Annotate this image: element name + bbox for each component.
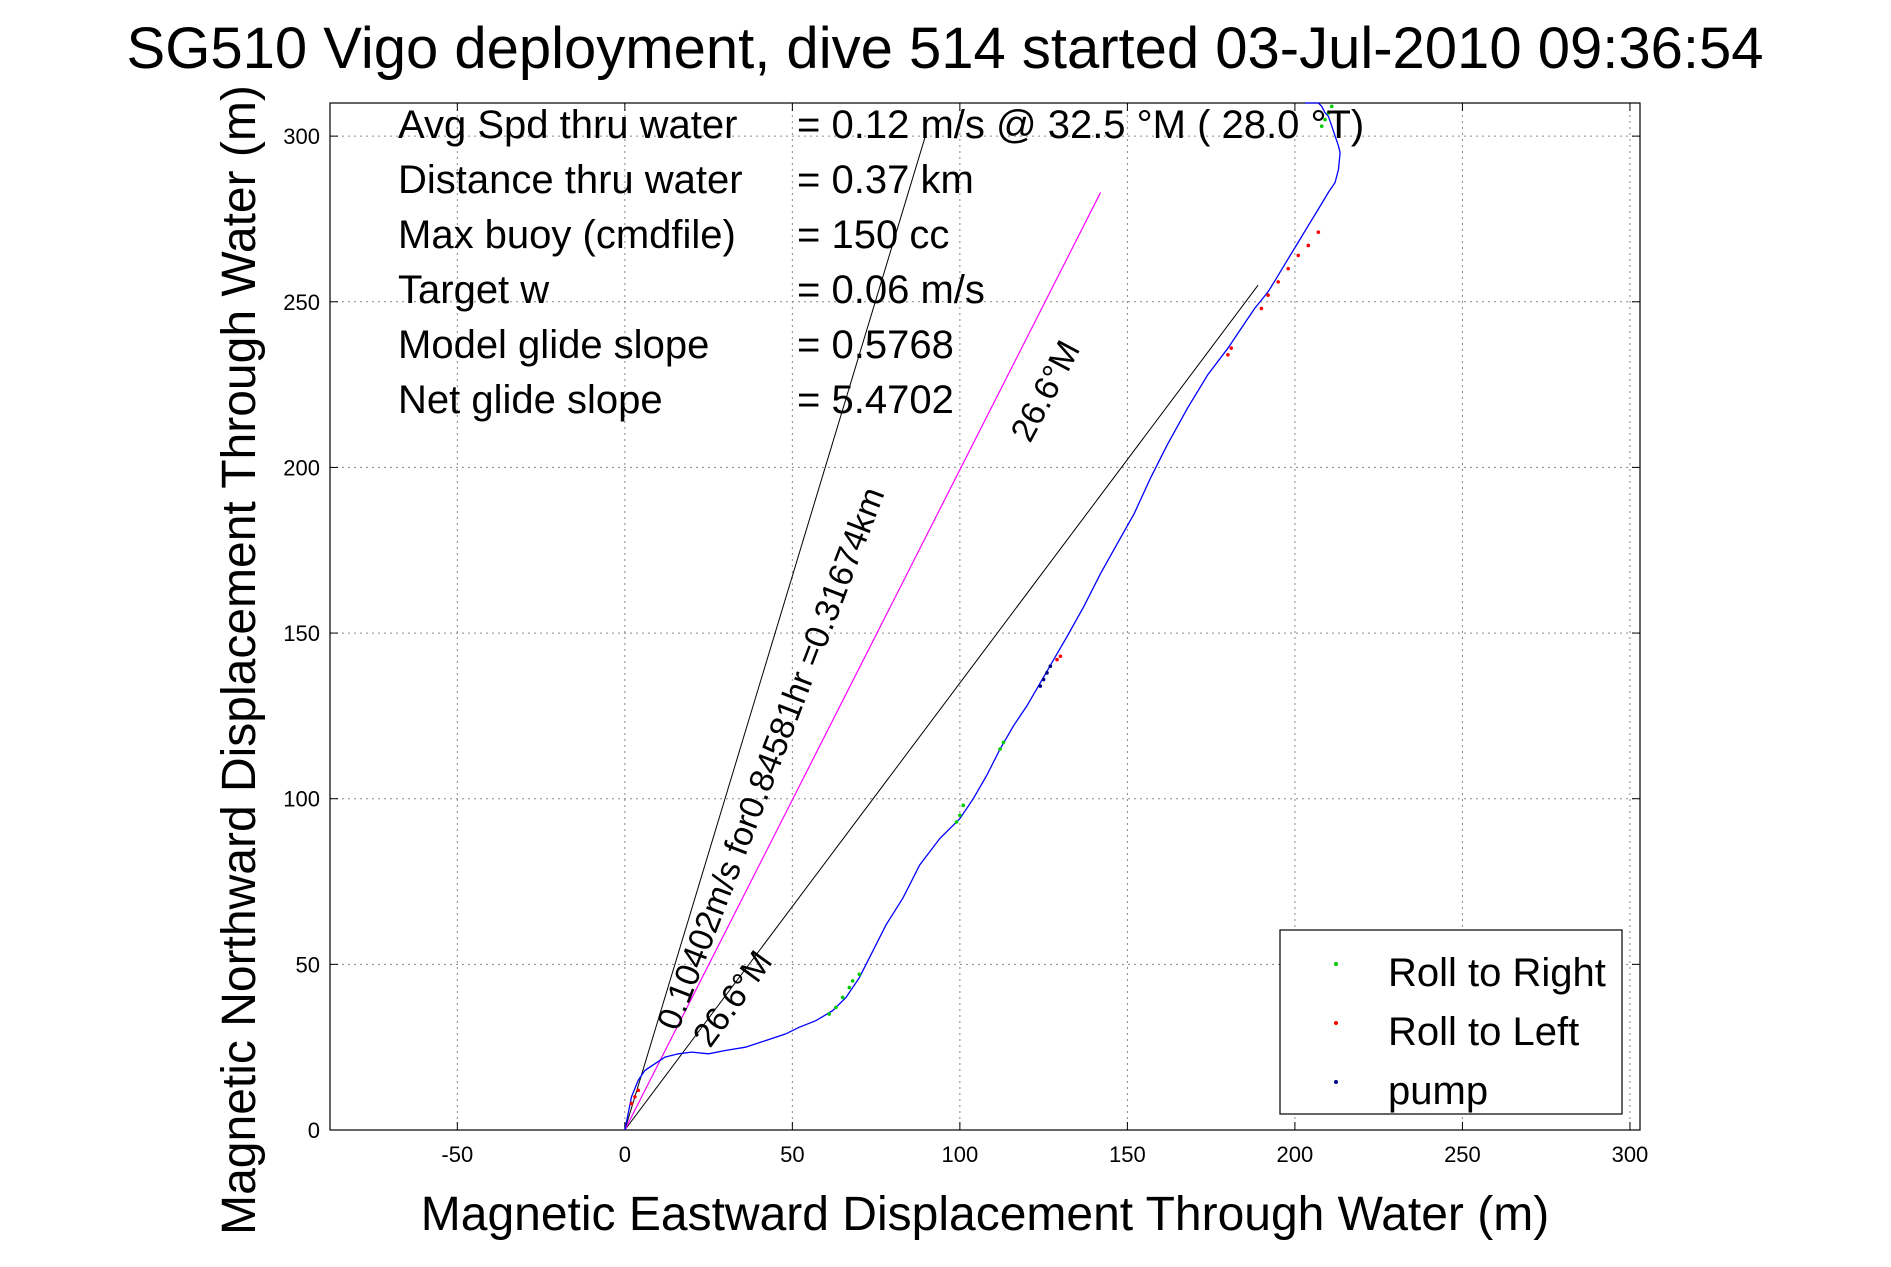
legend-label-roll-left: Roll to Left bbox=[1388, 1010, 1579, 1054]
heading-label-upper: 26.6°M bbox=[1004, 334, 1088, 447]
y-tick-label: 150 bbox=[283, 621, 320, 646]
ticks: -50 0 50 100 150 200 250 300 0 50 100 150 200 250 300 bbox=[283, 103, 1648, 1167]
point-roll-to-right bbox=[850, 979, 855, 983]
point-roll-to-right bbox=[1319, 124, 1324, 128]
annotation-label-0: Avg Spd thru water bbox=[398, 103, 737, 147]
point-roll-to-left bbox=[1259, 306, 1264, 311]
annotation-label-2: Max buoy (cmdfile) bbox=[398, 213, 736, 257]
y-tick-label: 100 bbox=[283, 787, 320, 812]
point-roll-to-left bbox=[1266, 293, 1270, 297]
annotation-value-2: = 150 cc bbox=[797, 213, 949, 257]
x-axis-label: Magnetic Eastward Displacement Through W… bbox=[421, 1188, 1549, 1241]
plot-area-frame bbox=[329, 102, 1641, 1131]
annotation-value-4: = 0.5768 bbox=[797, 323, 954, 367]
point-roll-to-right bbox=[998, 747, 1002, 751]
annotation-value-1: = 0.37 km bbox=[797, 158, 974, 202]
x-tick-label: 100 bbox=[942, 1142, 979, 1167]
point-roll-to-right bbox=[827, 1012, 832, 1016]
annotations: Avg Spd thru water = 0.12 m/s @ 32.5 °M … bbox=[398, 103, 1364, 422]
point-roll-to-left bbox=[1316, 230, 1321, 235]
point-pump bbox=[1041, 677, 1046, 682]
y-tick-label: 50 bbox=[296, 952, 320, 977]
chart-marks bbox=[624, 102, 1341, 1131]
x-tick-label: 250 bbox=[1444, 1142, 1481, 1167]
x-tick-label: 0 bbox=[619, 1142, 631, 1167]
point-roll-to-left bbox=[1229, 346, 1234, 350]
point-roll-to-right bbox=[1323, 117, 1327, 122]
current-label: 0.10402m/s for0.84581hr =0.31674km bbox=[650, 482, 892, 1035]
point-roll-to-left bbox=[1286, 266, 1291, 271]
annotation-label-5: Net glide slope bbox=[398, 378, 663, 422]
point-roll-to-left bbox=[1306, 243, 1311, 248]
point-roll-to-left bbox=[633, 1095, 637, 1099]
y-tick-label: 0 bbox=[308, 1118, 320, 1143]
y-tick-label: 200 bbox=[283, 455, 320, 480]
legend-label-pump: pump bbox=[1388, 1069, 1488, 1113]
annotation-value-3: = 0.06 m/s bbox=[797, 268, 985, 312]
point-roll-to-right bbox=[834, 1005, 838, 1010]
current-line bbox=[624, 192, 1102, 1131]
point-roll-to-right bbox=[1329, 104, 1334, 109]
point-roll-to-left bbox=[1055, 657, 1059, 662]
annotation-value-5: = 5.4702 bbox=[797, 378, 954, 422]
point-roll-to-right bbox=[1326, 111, 1331, 115]
point-roll-to-left bbox=[1296, 253, 1301, 258]
reference-line-shallow bbox=[624, 284, 1259, 1131]
legend-label-roll-right: Roll to Right bbox=[1388, 951, 1606, 995]
point-roll-to-left bbox=[1226, 352, 1230, 357]
point-roll-to-right bbox=[840, 995, 845, 1000]
point-roll-to-left bbox=[629, 1101, 634, 1106]
x-tick-label: 150 bbox=[1109, 1142, 1146, 1167]
legend-marker-roll-right bbox=[1334, 962, 1338, 966]
y-tick-label: 250 bbox=[283, 290, 320, 315]
annotation-label-1: Distance thru water bbox=[398, 158, 743, 202]
x-tick-label: 50 bbox=[780, 1142, 804, 1167]
point-roll-to-right bbox=[857, 972, 862, 977]
legend-marker-pump bbox=[1334, 1080, 1338, 1084]
point-roll-to-left bbox=[1058, 654, 1063, 659]
annotation-label-3: Target w bbox=[398, 268, 549, 312]
point-pump bbox=[1038, 684, 1043, 688]
x-tick-label: 200 bbox=[1277, 1142, 1314, 1167]
point-pump bbox=[1045, 671, 1049, 675]
point-roll-to-right bbox=[958, 813, 962, 818]
point-roll-to-left bbox=[1276, 280, 1280, 284]
point-roll-to-right bbox=[954, 820, 959, 824]
annotation-label-4: Model glide slope bbox=[398, 323, 709, 367]
point-roll-to-right bbox=[847, 985, 852, 990]
reference-line-steep bbox=[624, 132, 927, 1131]
y-axis-label: Magnetic Northward Displacement Through … bbox=[213, 85, 266, 1235]
chart-title: SG510 Vigo deployment, dive 514 started … bbox=[127, 16, 1764, 81]
point-roll-to-right bbox=[961, 803, 966, 808]
legend-marker-roll-left bbox=[1334, 1021, 1338, 1025]
x-tick-label: -50 bbox=[441, 1142, 473, 1167]
annotation-value-0: = 0.12 m/s @ 32.5 °M ( 28.0 °T) bbox=[797, 103, 1364, 147]
point-roll-to-right bbox=[1001, 740, 1006, 745]
point-pump bbox=[1048, 664, 1053, 668]
legend: Roll to Right Roll to Left pump bbox=[1279, 929, 1623, 1115]
x-tick-label: 300 bbox=[1612, 1142, 1649, 1167]
series-track-line bbox=[624, 102, 1341, 1131]
y-tick-label: 300 bbox=[283, 124, 320, 149]
point-roll-to-left bbox=[636, 1088, 641, 1093]
